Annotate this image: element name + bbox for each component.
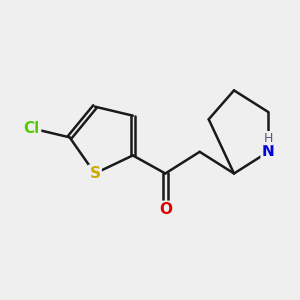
Text: O: O: [159, 202, 172, 217]
Text: N: N: [262, 144, 275, 159]
Text: Cl: Cl: [24, 121, 40, 136]
Text: S: S: [89, 166, 100, 181]
Text: H: H: [264, 132, 273, 145]
